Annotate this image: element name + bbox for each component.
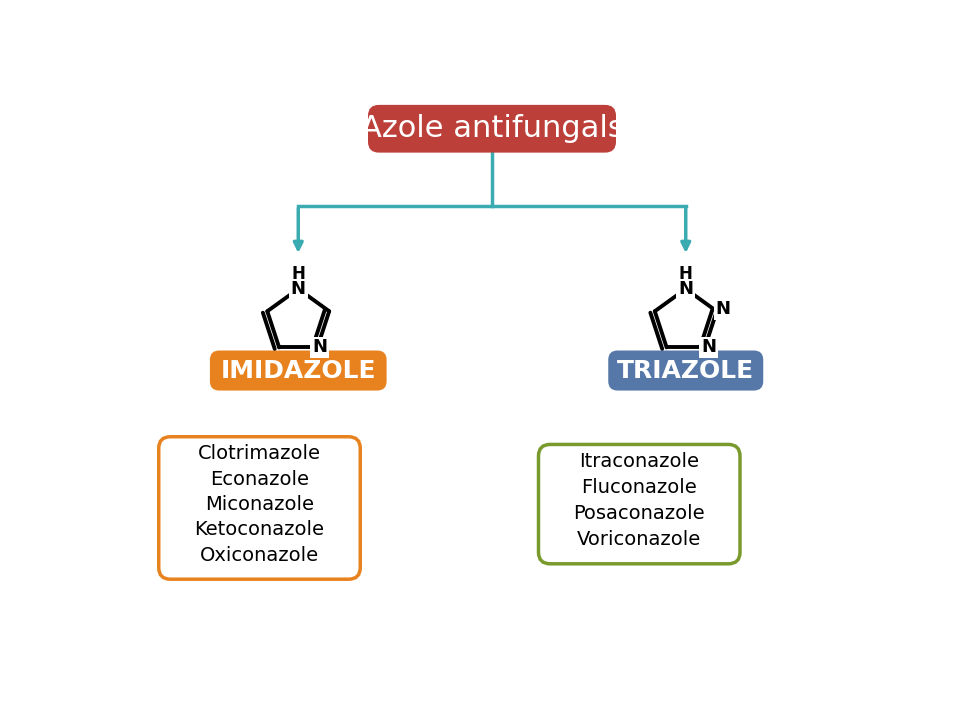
- Text: N: N: [701, 338, 716, 356]
- Text: Voriconazole: Voriconazole: [577, 530, 702, 549]
- Text: Ketoconazole: Ketoconazole: [195, 521, 324, 539]
- Text: Azole antifungals: Azole antifungals: [361, 114, 623, 143]
- Text: Fluconazole: Fluconazole: [582, 478, 697, 497]
- Text: Posaconazole: Posaconazole: [573, 504, 705, 523]
- Text: H: H: [679, 264, 693, 282]
- Text: Miconazole: Miconazole: [205, 495, 314, 514]
- Text: N: N: [715, 300, 731, 318]
- FancyBboxPatch shape: [539, 444, 740, 564]
- FancyBboxPatch shape: [368, 105, 616, 153]
- FancyBboxPatch shape: [210, 351, 387, 390]
- Text: Itraconazole: Itraconazole: [579, 452, 699, 471]
- Text: N: N: [291, 280, 305, 298]
- Text: Oxiconazole: Oxiconazole: [200, 546, 319, 564]
- Text: H: H: [291, 264, 305, 282]
- Text: N: N: [679, 280, 693, 298]
- FancyBboxPatch shape: [609, 351, 763, 390]
- FancyBboxPatch shape: [158, 437, 360, 579]
- Text: TRIAZOLE: TRIAZOLE: [617, 359, 755, 382]
- Text: Clotrimazole: Clotrimazole: [198, 444, 321, 463]
- Text: IMIDAZOLE: IMIDAZOLE: [221, 359, 376, 382]
- Text: N: N: [312, 338, 327, 356]
- Text: Econazole: Econazole: [210, 469, 309, 489]
